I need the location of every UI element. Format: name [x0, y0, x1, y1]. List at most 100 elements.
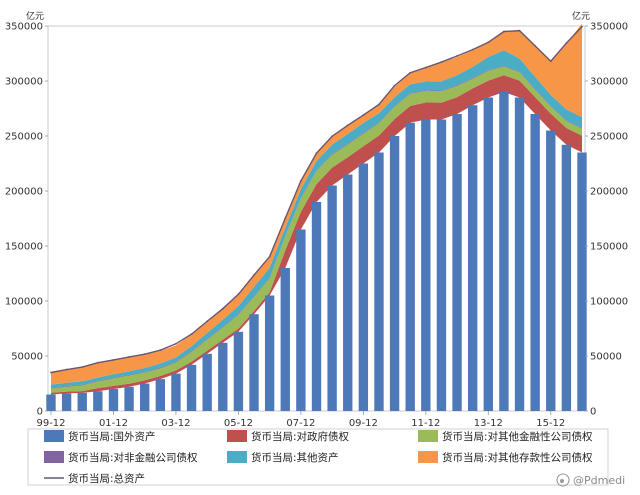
- point-total-assets-11: [221, 307, 224, 310]
- bar-foreign-assets-13: [249, 314, 259, 411]
- point-total-assets-34: [581, 25, 583, 28]
- legend-swatch-5: [418, 451, 438, 463]
- watermark-text: @Pdmedi: [573, 474, 625, 487]
- legend-label-2: 货币当局:对其他金融性公司债权: [442, 430, 593, 443]
- bar-foreign-assets-22: [389, 136, 400, 411]
- point-total-assets-5: [128, 356, 130, 358]
- bar-foreign-assets-5: [124, 386, 134, 411]
- legend-label-1: 货币当局:对政府债权: [251, 430, 350, 443]
- bar-foreign-assets-25: [436, 119, 447, 411]
- y-tick-label-right-0: 0: [590, 407, 596, 418]
- y-unit-left: 亿元: [26, 10, 44, 22]
- weibo-logo-dot: [560, 479, 564, 483]
- legend-swatch-2: [418, 430, 438, 442]
- y-tick-label-left-5: 250000: [5, 132, 43, 143]
- bar-foreign-assets-18: [327, 185, 337, 411]
- point-total-assets-27: [471, 48, 474, 51]
- legend: 货币当局:国外资产 货币当局:对政府债权 货币当局:对其他金融性公司债权货币当局:对…: [27, 428, 609, 486]
- bar-foreign-assets-16: [296, 229, 306, 411]
- bar-foreign-assets-11: [218, 342, 228, 411]
- bar-foreign-assets-14: [264, 295, 275, 411]
- bar-foreign-assets-34: [577, 152, 587, 411]
- x-tick-label-5: 09-12: [349, 418, 378, 429]
- bar-foreign-assets-12: [233, 331, 244, 411]
- point-total-assets-13: [253, 274, 255, 276]
- bar-foreign-assets-15: [280, 268, 290, 411]
- point-total-assets-6: [143, 353, 146, 356]
- bar-foreign-assets-33: [561, 144, 572, 412]
- bar-foreign-assets-1: [61, 393, 72, 411]
- bar-foreign-assets-6: [140, 383, 150, 411]
- x-tick-label-8: 15-12: [536, 418, 565, 429]
- bar-foreign-assets-0: [46, 394, 56, 411]
- legend-swatch-3: [44, 451, 64, 463]
- point-total-assets-14: [268, 255, 271, 258]
- bar-foreign-assets-17: [311, 202, 322, 411]
- y-tick-label-left-6: 300000: [5, 77, 43, 88]
- point-total-assets-30: [518, 29, 521, 32]
- legend-swatch-4: [227, 451, 247, 463]
- point-total-assets-19: [346, 124, 349, 127]
- y-tick-label-left-4: 200000: [5, 187, 43, 198]
- bar-foreign-assets-4: [108, 389, 119, 411]
- legend-label-4: 货币当局:其他资产: [251, 451, 339, 464]
- y-tick-label-right-2: 100000: [590, 297, 628, 308]
- legend-label-0: 货币当局:国外资产: [68, 430, 156, 443]
- y-tick-label-right-4: 200000: [590, 187, 628, 198]
- total-assets-line: [50, 25, 583, 374]
- area-series-1: [51, 75, 582, 395]
- bar-foreign-assets-32: [546, 130, 556, 411]
- watermark-logo: @Pdmedi: [556, 473, 625, 487]
- point-total-assets-20: [362, 114, 365, 116]
- point-total-assets-26: [456, 55, 458, 57]
- point-total-assets-24: [424, 66, 427, 69]
- point-total-assets-12: [237, 293, 240, 296]
- bar-foreign-assets-29: [499, 92, 509, 411]
- point-total-assets-32: [549, 60, 552, 63]
- point-total-assets-9: [190, 333, 193, 336]
- bar-foreign-assets-26: [452, 114, 462, 411]
- y-tick-label-right-1: 50000: [590, 352, 622, 363]
- bar-foreign-assets-7: [155, 379, 166, 411]
- bar-foreign-assets-24: [421, 119, 431, 411]
- point-total-assets-15: [284, 217, 287, 220]
- point-total-assets-10: [206, 320, 209, 323]
- bar-foreign-assets-28: [483, 97, 493, 411]
- y-tick-label-right-6: 300000: [590, 77, 628, 88]
- point-total-assets-0: [50, 371, 52, 374]
- bar-foreign-assets-10: [202, 353, 212, 411]
- bar-foreign-assets-2: [77, 392, 87, 411]
- y-tick-label-right-3: 150000: [590, 242, 628, 253]
- point-total-assets-31: [534, 45, 537, 47]
- x-tick-label-2: 03-12: [161, 418, 190, 429]
- y-unit-right: 亿元: [572, 10, 590, 22]
- bar-foreign-assets-23: [405, 122, 415, 412]
- y-tick-label-right-7: 350000: [590, 22, 628, 33]
- bar-foreign-assets-20: [358, 163, 369, 411]
- point-total-assets-2: [81, 366, 84, 369]
- bar-foreign-assets-27: [467, 105, 478, 411]
- point-total-assets-21: [378, 103, 380, 106]
- bar-foreign-assets-8: [171, 373, 181, 411]
- x-tick-label-1: 01-12: [99, 418, 128, 429]
- point-total-assets-17: [315, 152, 318, 155]
- y-tick-label-right-5: 250000: [590, 132, 628, 143]
- bar-foreign-assets-31: [530, 114, 540, 411]
- point-total-assets-28: [487, 41, 490, 44]
- x-tick-label-6: 11-12: [411, 418, 440, 429]
- legend-label-5: 货币当局:对其他存款性公司债权: [442, 451, 593, 464]
- y-tick-label-left-1: 50000: [11, 352, 43, 363]
- point-total-assets-29: [503, 30, 505, 33]
- y-tick-label-left-0: 0: [37, 407, 43, 418]
- legend-swatch-1: [227, 430, 247, 442]
- y-tick-label-left-3: 150000: [5, 242, 43, 253]
- y-tick-label-left-7: 350000: [5, 22, 43, 33]
- point-total-assets-7: [159, 349, 162, 352]
- x-tick-label-3: 05-12: [224, 418, 253, 429]
- point-total-assets-23: [409, 71, 412, 74]
- weibo-logo-icon: [556, 473, 570, 487]
- point-total-assets-25: [440, 61, 443, 63]
- point-total-assets-33: [565, 42, 568, 44]
- point-total-assets-22: [393, 84, 396, 87]
